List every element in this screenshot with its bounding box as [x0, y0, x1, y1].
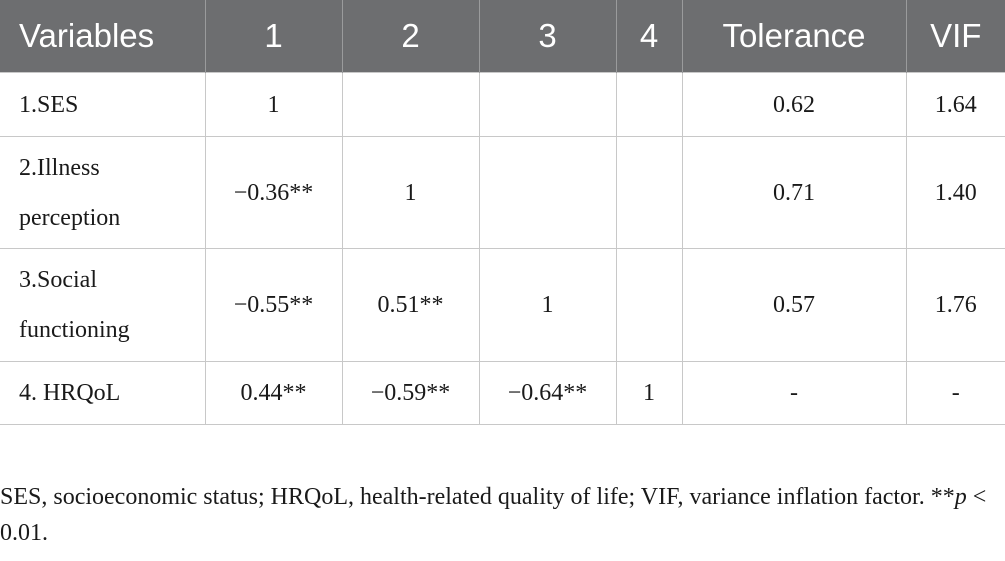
- table-row: 2.Illness perception −0.36** 1 0.71 1.40: [0, 136, 1005, 249]
- header-col-3: 3: [478, 0, 616, 73]
- row-variable-label: 3.Social functioning: [0, 248, 206, 362]
- correlation-table: Variables 1 2 3 4 Tolerance VIF 1.SES 1 …: [0, 0, 1005, 425]
- cell-vif: 1.64: [905, 72, 1005, 137]
- table-footnote: SES, socioeconomic status; HRQoL, health…: [0, 479, 1000, 551]
- header-col-1: 1: [204, 0, 342, 73]
- cell-col-1: 0.44**: [204, 361, 343, 425]
- cell-col-2: 0.51**: [341, 248, 480, 362]
- table-row: 3.Social functioning −0.55** 0.51** 1 0.…: [0, 248, 1005, 362]
- cell-vif: 1.76: [905, 248, 1005, 362]
- footnote-threshold: < 0.01.: [0, 484, 987, 546]
- header-variables: Variables: [0, 0, 205, 73]
- cell-tolerance: -: [681, 361, 907, 425]
- header-vif: VIF: [905, 0, 1005, 73]
- table-row: 1.SES 1 0.62 1.64: [0, 72, 1005, 137]
- cell-col-3: −0.64**: [478, 361, 617, 425]
- row-variable-label: 1.SES: [0, 72, 206, 137]
- cell-col-4: [615, 136, 683, 249]
- header-col-2: 2: [341, 0, 479, 73]
- cell-col-3: [478, 136, 617, 249]
- table-row: 4. HRQoL 0.44** −0.59** −0.64** 1 - -: [0, 361, 1005, 425]
- cell-col-4: [615, 72, 683, 137]
- cell-col-2: [341, 72, 480, 137]
- cell-col-1: −0.55**: [204, 248, 343, 362]
- row-variable-label: 2.Illness perception: [0, 136, 206, 249]
- footnote-p-symbol: p: [954, 484, 967, 510]
- header-tolerance: Tolerance: [681, 0, 906, 73]
- header-row: Variables 1 2 3 4 Tolerance VIF: [0, 0, 1005, 73]
- cell-tolerance: 0.57: [681, 248, 907, 362]
- cell-col-1: 1: [204, 72, 343, 137]
- cell-vif: 1.40: [905, 136, 1005, 249]
- cell-col-4: 1: [615, 361, 683, 425]
- cell-tolerance: 0.62: [681, 72, 907, 137]
- cell-col-1: −0.36**: [204, 136, 343, 249]
- row-variable-label: 4. HRQoL: [0, 361, 206, 425]
- cell-col-4: [615, 248, 683, 362]
- cell-col-3: 1: [478, 248, 617, 362]
- cell-tolerance: 0.71: [681, 136, 907, 249]
- header-col-4: 4: [615, 0, 682, 73]
- cell-vif: -: [905, 361, 1005, 425]
- cell-col-2: 1: [341, 136, 480, 249]
- cell-col-3: [478, 72, 617, 137]
- cell-col-2: −0.59**: [341, 361, 480, 425]
- footnote-text: SES, socioeconomic status; HRQoL, health…: [0, 484, 955, 510]
